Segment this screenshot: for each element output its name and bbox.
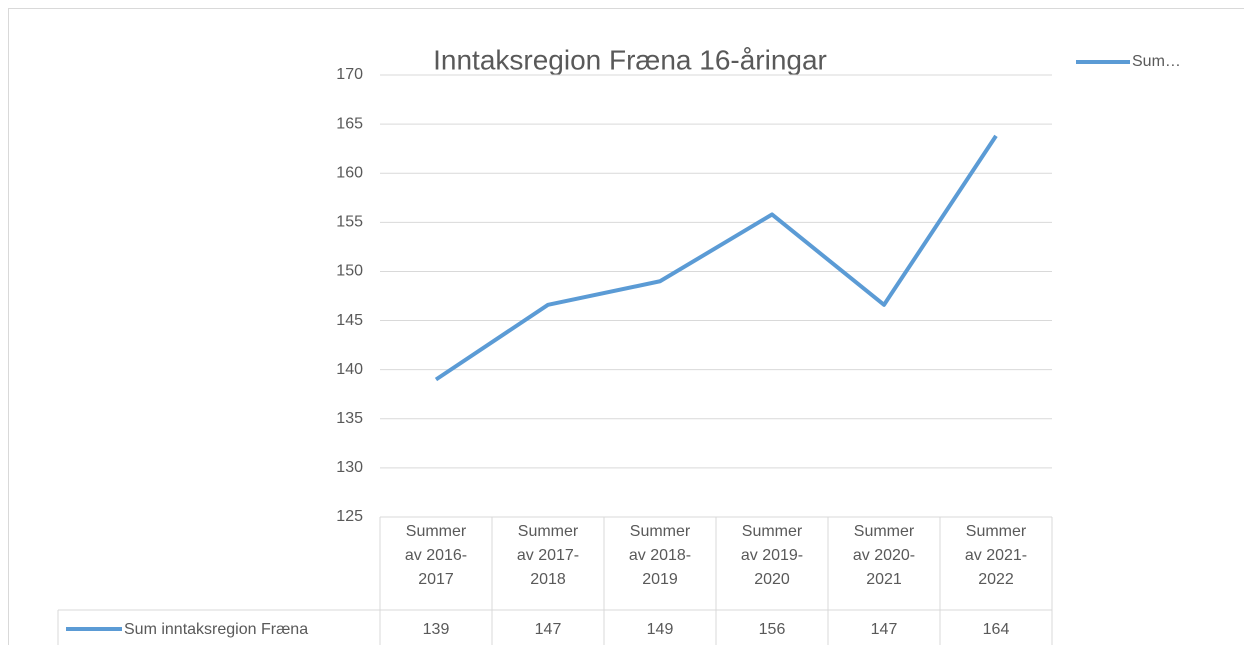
x-tick-label: Summer av 2018-2019 [628, 523, 692, 588]
y-tick-label: 150 [336, 263, 363, 280]
y-tick-label: 135 [336, 410, 363, 427]
data-label: 139 [423, 621, 450, 638]
y-tick-label: 140 [336, 361, 363, 378]
chart-border [8, 8, 1244, 645]
x-tick-label: Summer av 2016-2017 [404, 523, 468, 588]
legend-label: Sum… [1132, 53, 1181, 70]
x-tick-label: Summer av 2021-2022 [964, 523, 1028, 588]
y-tick-label: 155 [336, 214, 363, 231]
data-label: 147 [871, 621, 898, 638]
data-line [434, 134, 998, 382]
y-tick-label: 165 [336, 115, 363, 132]
y-tick-label: 130 [336, 459, 363, 476]
y-tick-label: 125 [336, 508, 363, 525]
x-tick-label: Summer av 2017-2018 [516, 523, 580, 588]
y-tick-label: 170 [336, 66, 363, 83]
data-label: 164 [983, 621, 1010, 638]
y-tick-label: 160 [336, 164, 363, 181]
y-tick-label: 145 [336, 312, 363, 329]
data-label: 149 [647, 621, 674, 638]
data-label: 156 [759, 621, 786, 638]
table-series-name: Sum inntaksregion Fræna [124, 621, 308, 638]
x-tick-label: Summer av 2019-2020 [740, 523, 804, 588]
data-label: 147 [535, 621, 562, 638]
x-tick-label: Summer av 2020-2021 [852, 523, 916, 588]
chart-title: Inntaksregion Fræna 16-åringar [433, 44, 827, 75]
